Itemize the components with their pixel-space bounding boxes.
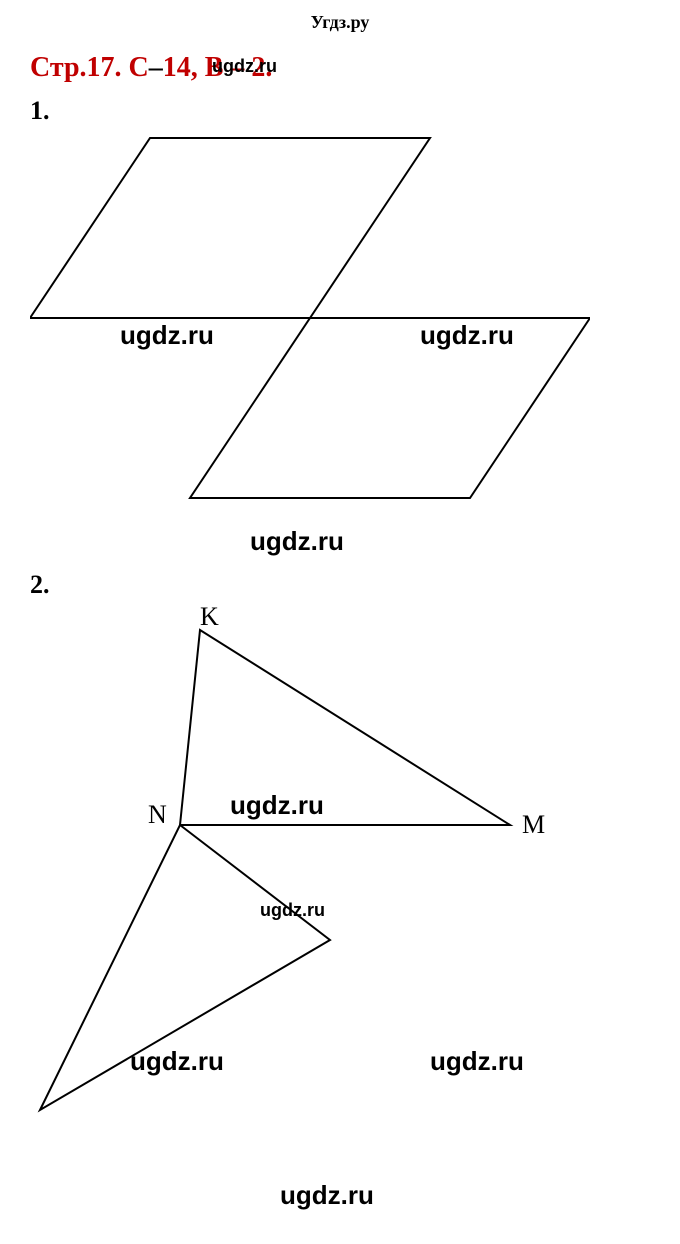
watermark: ugdz.ru (260, 900, 325, 921)
watermark: ugdz.ru (212, 56, 277, 77)
watermark: ugdz.ru (250, 526, 344, 557)
vertex-label-N: N (148, 800, 167, 830)
vertex-label-M: M (522, 810, 545, 840)
site-name: Угдз.ру (311, 12, 370, 32)
title-sub: – (149, 52, 163, 83)
figure-1 (30, 128, 590, 508)
watermark: ugdz.ru (120, 320, 214, 351)
watermark: ugdz.ru (230, 790, 324, 821)
watermark: ugdz.ru (280, 1180, 374, 1211)
watermark: ugdz.ru (420, 320, 514, 351)
title-prefix: Стр.17. С (30, 52, 149, 83)
watermark: ugdz.ru (430, 1046, 524, 1077)
page: Угдз.ру Стр.17. С–14, В – 2. 1. 2. K N M… (0, 0, 680, 1244)
figure-1-svg (30, 128, 590, 508)
question-1-label: 1. (30, 96, 50, 126)
watermark: ugdz.ru (130, 1046, 224, 1077)
site-header: Угдз.ру (0, 12, 680, 33)
question-2-label: 2. (30, 570, 50, 600)
vertex-label-K: K (200, 602, 219, 632)
